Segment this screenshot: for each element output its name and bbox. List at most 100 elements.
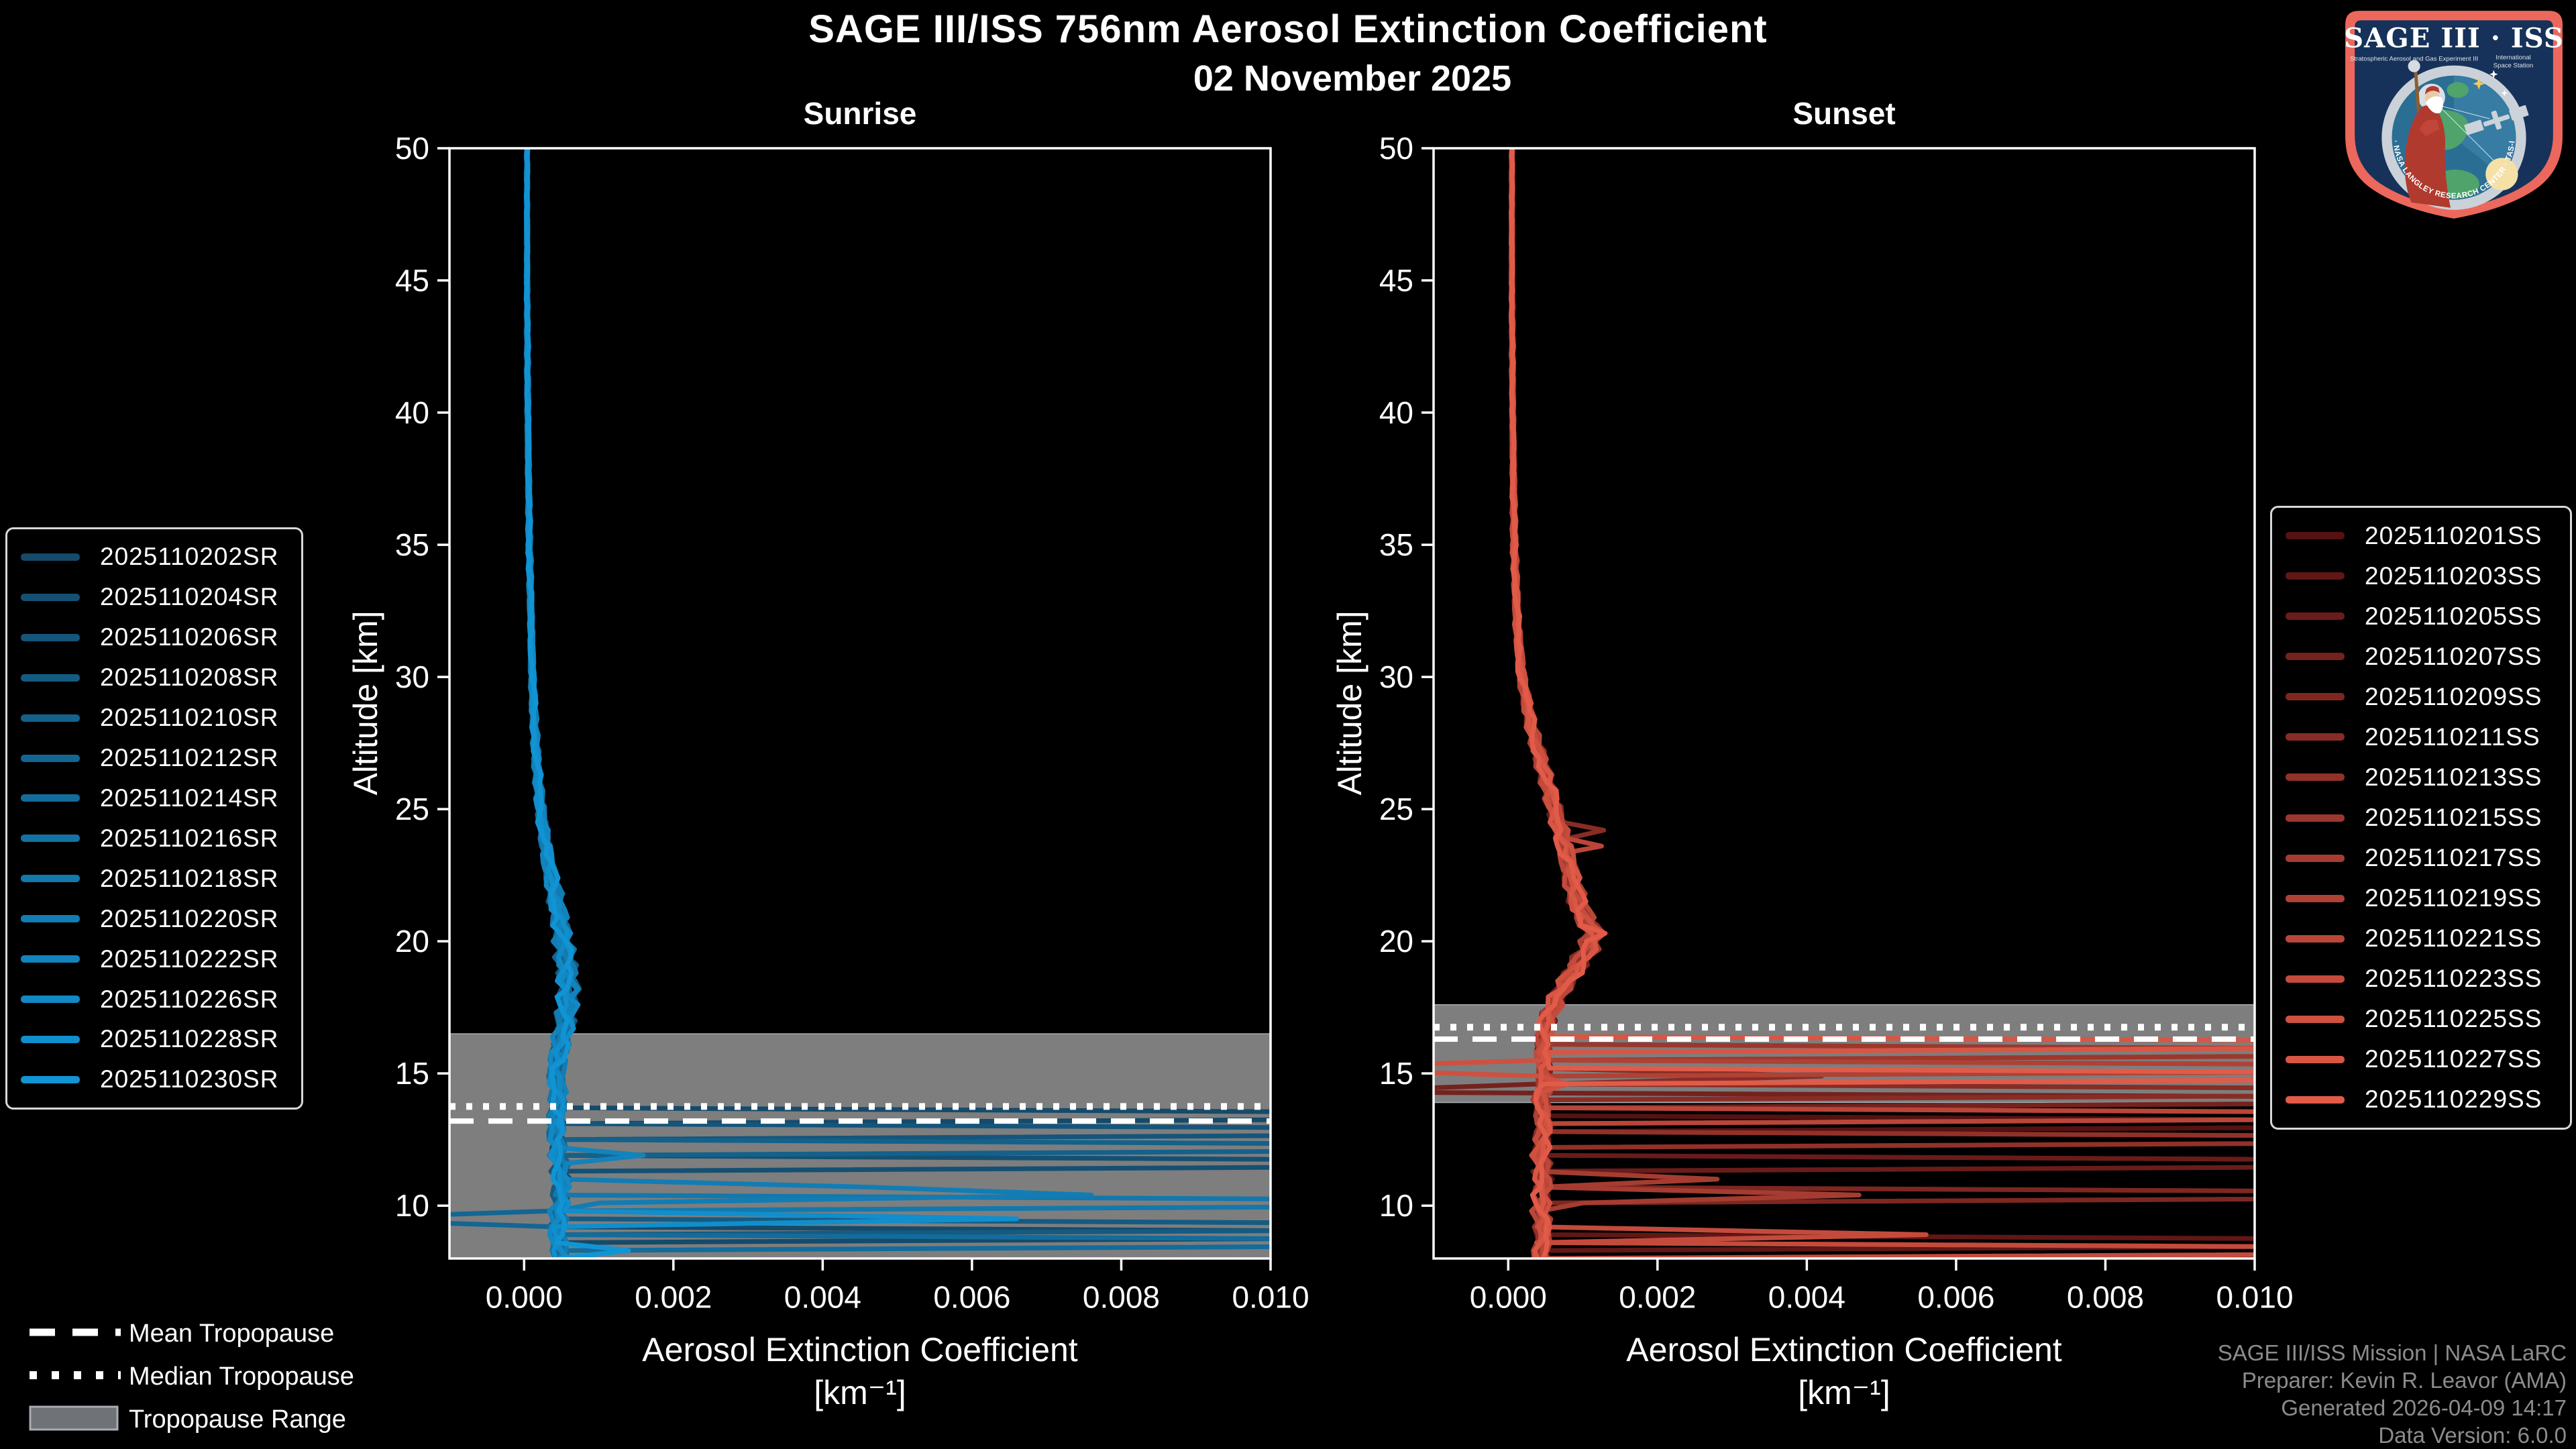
legend-label: 2025110225SS <box>2365 1005 2542 1033</box>
legend-item-2025110211SS: 2025110211SS <box>2272 718 2570 756</box>
legend-item-2025110203SS: 2025110203SS <box>2272 557 2570 595</box>
x-tick-label: 0.002 <box>635 1280 712 1315</box>
legend-label: 2025110221SS <box>2365 924 2542 953</box>
legend-item-tropopause-range: Tropopause Range <box>28 1398 354 1441</box>
dotted-line-icon <box>28 1368 129 1386</box>
legend-label: 2025110214SR <box>100 784 279 812</box>
patch-subtitle-right1: International <box>2496 54 2531 62</box>
legend-label: 2025110211SS <box>2365 722 2540 751</box>
legend-item-mean-tropopause: Mean Tropopause <box>28 1312 354 1355</box>
legend-line-swatch <box>21 1075 80 1083</box>
x-axis-label-line1: Aerosol Extinction Coefficient <box>642 1331 1078 1368</box>
legend-item-2025110214SR: 2025110214SR <box>7 779 301 817</box>
patch-subtitle-left: Stratospheric Aerosol and Gas Experiment… <box>2350 56 2478 63</box>
legend-line-swatch <box>2286 1095 2345 1104</box>
legend-line-swatch <box>21 1035 80 1043</box>
legend-label: 2025110209SS <box>2365 682 2542 710</box>
legend-item-2025110226SR: 2025110226SR <box>7 980 301 1018</box>
plot-frame <box>448 147 1272 1260</box>
x-tick-label: 0.008 <box>1083 1280 1160 1315</box>
legend-item-2025110230SR: 2025110230SR <box>7 1061 301 1099</box>
x-tick-label: 0.006 <box>933 1280 1010 1315</box>
footer-data-version: Data Version: 6.0.0 <box>2378 1423 2567 1448</box>
x-tick-label: 0.002 <box>1619 1280 1696 1315</box>
legend-label: 2025110202SR <box>100 543 279 571</box>
x-tick-label: 0.004 <box>1768 1280 1845 1315</box>
legend-label: 2025110223SS <box>2365 965 2542 993</box>
stars-icon <box>2473 70 2508 97</box>
legend-label: 2025110212SR <box>100 744 279 772</box>
x-axis-label-sunrise: Aerosol Extinction Coefficient [km⁻¹] <box>449 1328 1271 1414</box>
legend-item-2025110216SR: 2025110216SR <box>7 819 301 857</box>
y-tick-label: 30 <box>1379 659 1413 694</box>
x-tick-label: 0.010 <box>2216 1280 2293 1315</box>
legend-line-swatch <box>21 754 80 762</box>
dashed-line-icon <box>28 1325 129 1343</box>
legend-label: 2025110229SS <box>2365 1085 2542 1114</box>
legend-label: Mean Tropopause <box>129 1319 335 1348</box>
legend-item-2025110201SS: 2025110201SS <box>2272 517 2570 555</box>
y-tick-label: 30 <box>395 659 429 694</box>
legend-line-swatch <box>2286 975 2345 983</box>
legend-label: 2025110207SS <box>2365 642 2542 670</box>
legend-line-swatch <box>2286 773 2345 782</box>
legend-line-swatch <box>2286 1015 2345 1023</box>
legend-label: 2025110205SS <box>2365 602 2542 630</box>
y-tick-label: 40 <box>395 395 429 430</box>
legend-label: 2025110227SS <box>2365 1045 2542 1073</box>
legend-line-swatch <box>2286 814 2345 822</box>
legend-item-2025110219SS: 2025110219SS <box>2272 879 2570 918</box>
y-tick-label: 20 <box>1379 924 1413 959</box>
legend-label: 2025110208SR <box>100 663 279 692</box>
legend-item-2025110202SR: 2025110202SR <box>7 538 301 576</box>
y-tick-label: 45 <box>1379 263 1413 298</box>
y-tick-label: 15 <box>1379 1056 1413 1091</box>
legend-label: 2025110228SR <box>100 1025 279 1053</box>
legend-item-2025110222SR: 2025110222SR <box>7 940 301 978</box>
tropopause-legend: Mean Tropopause Median Tropopause Tropop… <box>28 1312 354 1441</box>
wizard-figure <box>2404 60 2451 208</box>
legend-item-2025110220SR: 2025110220SR <box>7 900 301 938</box>
legend-item-2025110206SR: 2025110206SR <box>7 619 301 657</box>
x-tick-label: 0.006 <box>1917 1280 1994 1315</box>
legend-line-swatch <box>21 996 80 1004</box>
legend-label: 2025110204SR <box>100 583 279 611</box>
panel-title-sunset: Sunset <box>1792 96 1896 131</box>
legend-line-swatch <box>2286 934 2345 943</box>
legend-item-2025110204SR: 2025110204SR <box>7 578 301 616</box>
legend-label: 2025110203SS <box>2365 561 2542 590</box>
legend-line-swatch <box>21 593 80 601</box>
footer-preparer: Preparer: Kevin R. Leavor (AMA) <box>2241 1368 2567 1393</box>
gray-band-icon <box>28 1405 129 1435</box>
plot-frame <box>1432 147 2256 1260</box>
legend-label: 2025110230SR <box>100 1065 279 1093</box>
legend-line-swatch <box>2286 693 2345 701</box>
mission-patch-logo: SAGE III · ISS Stratospheric Aerosol and… <box>2333 0 2572 226</box>
x-tick-label: 0.008 <box>2067 1280 2144 1315</box>
x-tick-label: 0.000 <box>486 1280 563 1315</box>
legend-label: 2025110222SR <box>100 945 279 973</box>
patch-title: SAGE III · ISS <box>2344 22 2564 54</box>
legend-item-2025110213SS: 2025110213SS <box>2272 758 2570 796</box>
x-tick-label: 0.004 <box>784 1280 861 1315</box>
sun-icon <box>2485 158 2518 191</box>
y-tick-label: 40 <box>1379 395 1413 430</box>
legend-item-2025110210SR: 2025110210SR <box>7 699 301 737</box>
legend-label: Median Tropopause <box>129 1362 354 1391</box>
figure-date: 02 November 2025 <box>1193 58 1512 99</box>
legend-line-swatch <box>21 714 80 722</box>
footer-mission: SAGE III/ISS Mission | NASA LaRC <box>2217 1340 2567 1365</box>
legend-label: 2025110213SS <box>2365 763 2542 791</box>
profile-curve-2025110230SR <box>524 148 631 1258</box>
sight-line <box>2438 105 2500 166</box>
figure-title: SAGE III/ISS 756nm Aerosol Extinction Co… <box>808 7 1768 51</box>
legend-label: 2025110219SS <box>2365 884 2542 912</box>
legend-label: 2025110220SR <box>100 904 279 932</box>
y-axis-label-sunrise: Altitude [km] <box>347 610 384 796</box>
patch-continent <box>2447 82 2469 98</box>
legend-line-swatch <box>21 674 80 682</box>
legend-item-2025110218SR: 2025110218SR <box>7 859 301 898</box>
legend-item-2025110221SS: 2025110221SS <box>2272 920 2570 958</box>
x-axis-label-line1: Aerosol Extinction Coefficient <box>1626 1331 2062 1368</box>
